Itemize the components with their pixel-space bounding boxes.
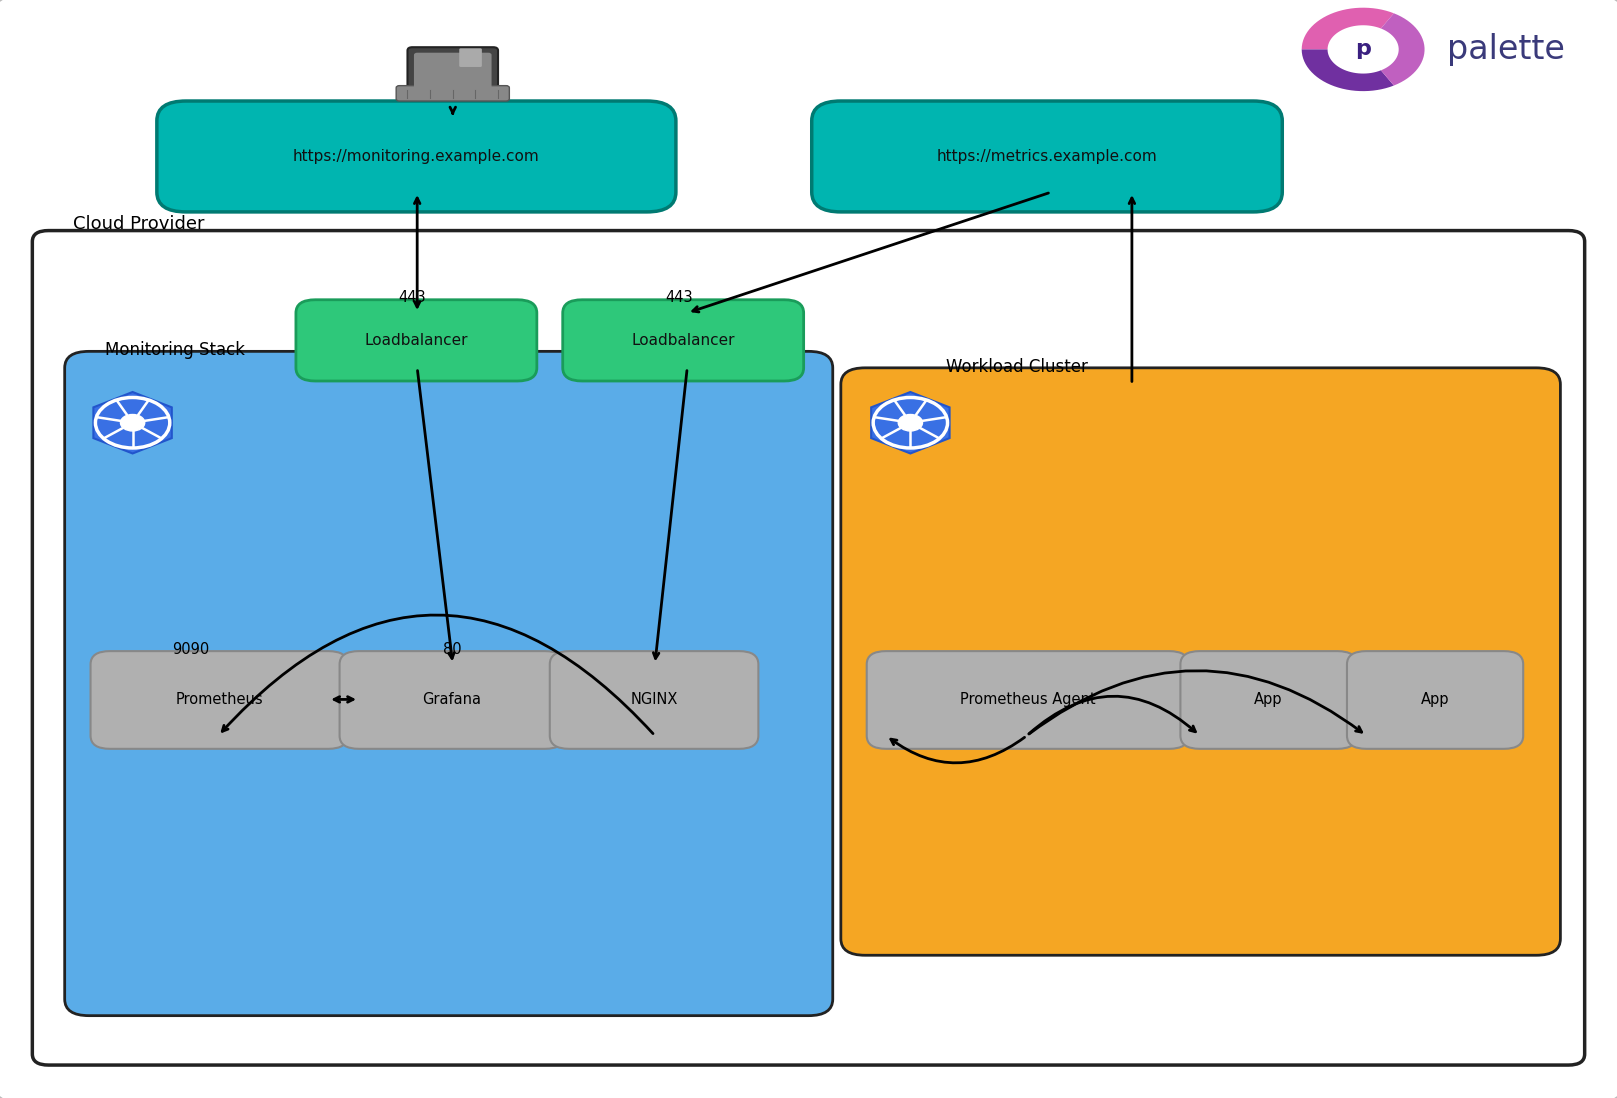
Text: Grafana: Grafana <box>422 693 482 707</box>
Polygon shape <box>1302 8 1394 49</box>
FancyBboxPatch shape <box>563 300 804 381</box>
FancyBboxPatch shape <box>32 231 1585 1065</box>
Text: Cloud Provider: Cloud Provider <box>73 215 204 233</box>
FancyBboxPatch shape <box>396 86 509 101</box>
FancyBboxPatch shape <box>414 53 492 90</box>
Text: 80: 80 <box>443 641 462 657</box>
FancyBboxPatch shape <box>157 101 676 212</box>
Polygon shape <box>1302 49 1394 91</box>
FancyBboxPatch shape <box>65 351 833 1016</box>
FancyBboxPatch shape <box>550 651 758 749</box>
Text: palette: palette <box>1447 33 1565 66</box>
Text: Prometheus: Prometheus <box>175 693 264 707</box>
Text: Prometheus Agent: Prometheus Agent <box>960 693 1095 707</box>
FancyBboxPatch shape <box>1347 651 1523 749</box>
FancyBboxPatch shape <box>812 101 1282 212</box>
Circle shape <box>121 415 146 432</box>
FancyBboxPatch shape <box>1180 651 1357 749</box>
Text: Monitoring Stack: Monitoring Stack <box>105 341 246 359</box>
FancyBboxPatch shape <box>407 47 498 94</box>
Text: 9090: 9090 <box>171 641 210 657</box>
Circle shape <box>899 415 922 432</box>
Text: Loadbalancer: Loadbalancer <box>364 333 469 348</box>
Text: Loadbalancer: Loadbalancer <box>631 333 736 348</box>
FancyBboxPatch shape <box>340 651 564 749</box>
Text: 443: 443 <box>398 290 427 305</box>
Text: App: App <box>1255 693 1282 707</box>
FancyBboxPatch shape <box>867 651 1188 749</box>
Polygon shape <box>1381 13 1425 86</box>
Text: p: p <box>1355 40 1371 59</box>
Text: Workload Cluster: Workload Cluster <box>946 358 1088 376</box>
Text: https://metrics.example.com: https://metrics.example.com <box>936 149 1158 164</box>
FancyBboxPatch shape <box>841 368 1560 955</box>
Text: 443: 443 <box>665 290 694 305</box>
Text: https://monitoring.example.com: https://monitoring.example.com <box>293 149 540 164</box>
Text: NGINX: NGINX <box>631 693 678 707</box>
FancyBboxPatch shape <box>459 48 482 67</box>
FancyBboxPatch shape <box>296 300 537 381</box>
Text: App: App <box>1421 693 1449 707</box>
FancyBboxPatch shape <box>91 651 348 749</box>
